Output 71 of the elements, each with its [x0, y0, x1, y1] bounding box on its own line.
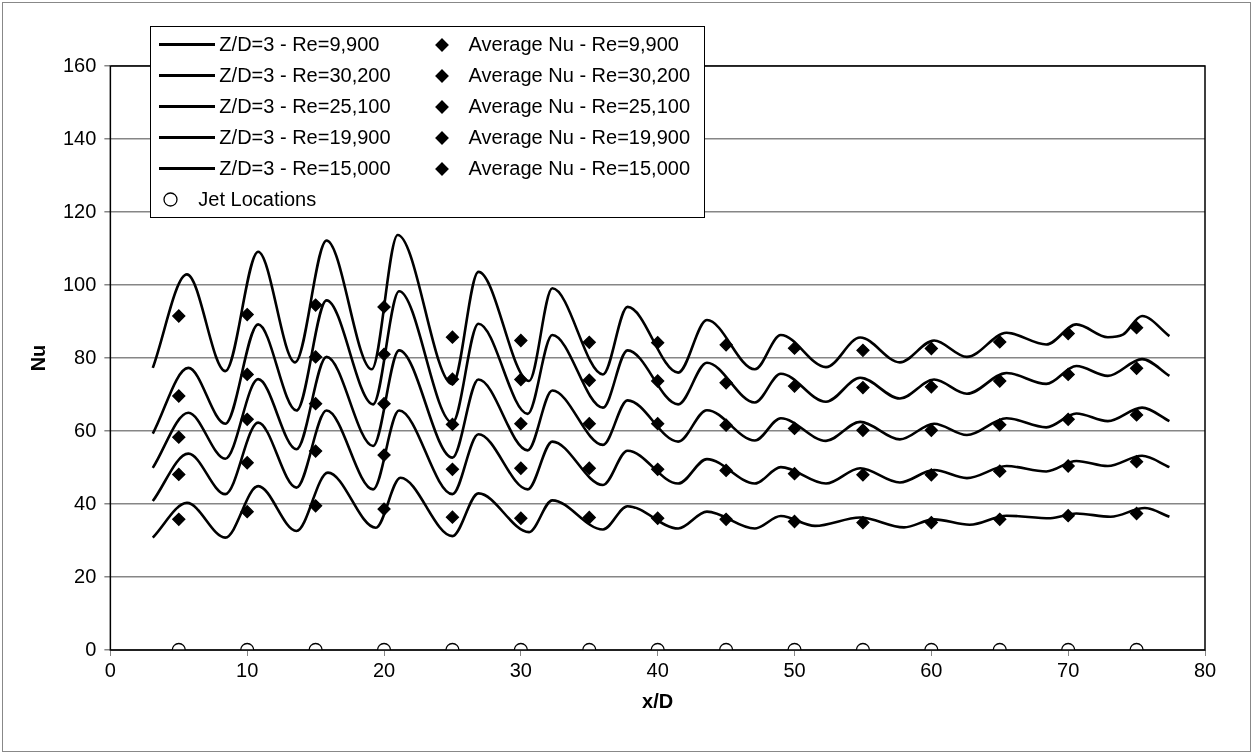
legend-label: Average Nu - Re=25,100: [468, 94, 691, 119]
x-tick-label: 10: [236, 658, 259, 681]
point: [1129, 408, 1144, 422]
legend-label: Z/D=3 - Re=15,000: [219, 156, 391, 181]
y-tick-label: 120: [62, 199, 97, 222]
x-tick-label: 0: [104, 658, 116, 681]
point: [445, 330, 460, 344]
point: [856, 468, 870, 482]
y-tick-label: 140: [62, 126, 97, 149]
point: [856, 343, 870, 357]
legend-label: Z/D=3 - Re=30,200: [219, 63, 391, 88]
y-tick-label: 60: [74, 418, 97, 441]
point: [172, 512, 186, 526]
y-tick-label: 0: [85, 637, 97, 660]
point: [445, 462, 460, 476]
x-axis-title: x/D: [642, 689, 674, 712]
point: [582, 373, 596, 387]
legend-label: Average Nu - Re=19,900: [468, 125, 691, 150]
point: [240, 307, 254, 322]
point: [924, 341, 938, 356]
x-tick-label: 70: [1057, 658, 1080, 681]
line-series: [151, 289, 1171, 435]
point: [514, 511, 528, 525]
x-tick-label: 50: [783, 658, 806, 681]
legend-label: Z/D=3 - Re=25,100: [219, 94, 391, 119]
point: [240, 412, 254, 426]
y-tick-label: 80: [74, 345, 97, 368]
line-series: [151, 349, 1171, 470]
point: [240, 505, 254, 519]
y-tick-label: 20: [74, 564, 97, 587]
point: [582, 417, 596, 431]
x-tick-label: 20: [372, 658, 396, 681]
point: [240, 456, 254, 470]
x-tick-label: 30: [509, 658, 532, 681]
point: [172, 467, 186, 482]
point: [172, 430, 186, 444]
legend-label: Average Nu - Re=30,200: [468, 63, 691, 88]
line-series: [151, 233, 1171, 386]
y-tick-label: 40: [74, 491, 97, 514]
legend-label: Z/D=3 - Re=19,900: [219, 125, 391, 150]
point: [1129, 321, 1144, 335]
line-series: [151, 409, 1171, 503]
point: [924, 423, 938, 437]
legend-label: Average Nu - Re=15,000: [468, 156, 691, 181]
x-tick-label: 40: [646, 658, 669, 681]
point: [856, 423, 870, 437]
point: [924, 380, 938, 394]
x-tick-label: 60: [920, 658, 943, 681]
point: [582, 510, 596, 525]
y-tick-label: 100: [62, 272, 97, 295]
point: [240, 367, 254, 382]
point: [445, 510, 460, 524]
point: [582, 461, 596, 475]
point: [856, 380, 870, 395]
line-series: [151, 471, 1171, 539]
legend-label: Z/D=3 - Re=9,900: [219, 32, 380, 57]
point: [1129, 361, 1144, 375]
x-tick-label: 80: [1193, 658, 1217, 681]
y-axis-title: Nu: [26, 344, 49, 372]
point: [514, 461, 528, 475]
legend-label: Average Nu - Re=9,900: [468, 32, 679, 57]
point: [993, 335, 1007, 349]
legend-label: Jet Locations: [198, 187, 317, 212]
y-tick-label: 160: [62, 53, 97, 76]
point: [993, 374, 1007, 388]
point: [514, 333, 528, 348]
point: [172, 389, 186, 403]
point: [308, 298, 323, 312]
point: [582, 335, 596, 349]
point: [172, 309, 186, 323]
point: [514, 417, 528, 431]
